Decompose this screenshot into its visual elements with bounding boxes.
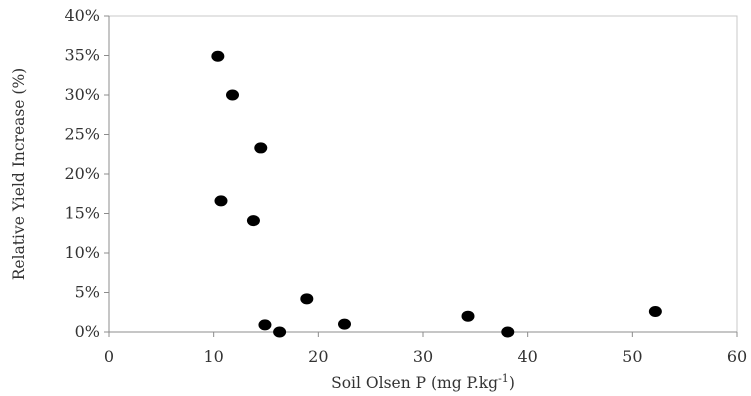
- y-tick-label: 5%: [75, 283, 100, 302]
- data-point: [246, 215, 260, 227]
- x-tick-label: 10: [203, 347, 223, 366]
- y-tick-label: 35%: [64, 46, 100, 65]
- x-tick-label: 50: [622, 347, 642, 366]
- x-tick-label: 30: [413, 347, 433, 366]
- y-tick-label: 10%: [64, 243, 100, 262]
- y-tick-label: 25%: [64, 125, 100, 144]
- x-axis-title-main: Soil Olsen P (mg P.kg: [331, 374, 498, 392]
- plot-frame: [108, 15, 738, 333]
- data-point: [273, 326, 287, 338]
- data-point: [211, 50, 225, 62]
- y-tick-label: 30%: [64, 85, 100, 104]
- data-point: [254, 142, 268, 154]
- x-tick-label: 60: [727, 347, 747, 366]
- data-point: [226, 89, 240, 101]
- y-axis-title: Relative Yield Increase (%): [10, 68, 28, 280]
- data-point: [461, 310, 475, 322]
- x-tick-label: 0: [104, 347, 114, 366]
- data-point: [338, 318, 351, 330]
- data-point: [300, 293, 314, 305]
- y-tick-label: 40%: [64, 6, 100, 25]
- x-axis-title-superscript: -1: [498, 372, 509, 385]
- y-tick-label: 0%: [75, 322, 100, 341]
- data-point: [501, 326, 515, 338]
- data-point: [214, 195, 228, 207]
- data-point: [648, 305, 662, 317]
- y-tick-label: 15%: [64, 204, 100, 223]
- data-points: [211, 50, 662, 338]
- data-point: [258, 319, 272, 331]
- x-tick-label: 20: [308, 347, 328, 366]
- x-tick-label: 40: [517, 347, 537, 366]
- y-tick-label: 20%: [64, 164, 100, 183]
- y-axis-ticks: 0% 5% 10% 15% 20% 25% 30% 35% 40%: [64, 6, 109, 341]
- x-axis-title: Soil Olsen P (mg P.kg-1): [331, 372, 515, 392]
- x-axis-ticks: 0 10 20 30 40 50 60: [104, 332, 747, 366]
- x-axis-title-suffix: ): [509, 374, 515, 392]
